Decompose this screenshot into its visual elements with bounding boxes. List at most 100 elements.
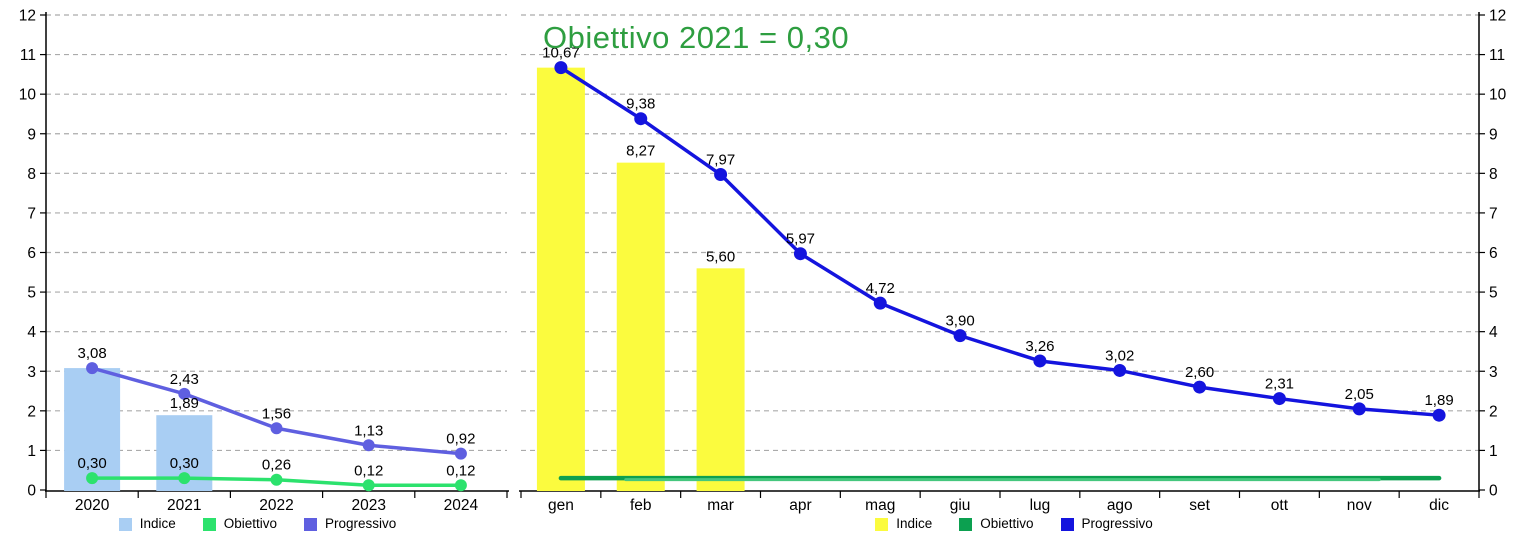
obiettivo-swatch-icon (202, 517, 216, 531)
svg-text:0,12: 0,12 (446, 462, 475, 479)
svg-text:3,02: 3,02 (1105, 347, 1134, 364)
svg-text:2022: 2022 (259, 497, 293, 514)
svg-text:ott: ott (1271, 497, 1289, 514)
line-series-progressivo (86, 362, 467, 460)
svg-text:11: 11 (1489, 47, 1505, 64)
svg-text:12: 12 (1489, 8, 1506, 25)
svg-text:6: 6 (27, 245, 36, 262)
legend-label-progressivo: Progressivo (325, 516, 397, 532)
svg-text:7: 7 (1489, 205, 1498, 222)
svg-text:0: 0 (27, 483, 36, 500)
svg-text:1,89: 1,89 (170, 395, 199, 412)
svg-text:4: 4 (1489, 324, 1498, 341)
legend-label-indice: Indice (139, 516, 176, 532)
svg-text:7: 7 (27, 205, 36, 222)
legend-label-indice: Indice (896, 516, 933, 532)
svg-text:3,26: 3,26 (1025, 338, 1054, 355)
legend-label-progressivo: Progressivo (1081, 516, 1153, 532)
svg-text:0,26: 0,26 (262, 457, 291, 474)
legend-label-obiettivo: Obiettivo (980, 516, 1034, 532)
svg-text:lug: lug (1030, 497, 1051, 514)
svg-text:2024: 2024 (444, 497, 479, 514)
svg-text:ago: ago (1107, 497, 1133, 514)
svg-text:2: 2 (1489, 403, 1498, 420)
legend-item-obiettivo[interactable]: Obiettivo (202, 516, 278, 532)
svg-text:7,97: 7,97 (706, 152, 735, 169)
svg-text:3,08: 3,08 (77, 345, 106, 362)
svg-text:nov: nov (1347, 497, 1372, 514)
svg-text:2,43: 2,43 (170, 371, 199, 388)
svg-text:3: 3 (1489, 364, 1498, 381)
svg-text:giu: giu (950, 497, 971, 514)
yearly-chart[interactable]: 0 1 2 3 4 5 6 7 8 9 10 11 12 2020 2021 2022 2023 2024 1,89… (0, 0, 515, 537)
chart-title: Obiettivo 2021 = 0,30 (543, 20, 850, 55)
svg-text:10,67: 10,67 (542, 45, 580, 62)
data-labels: 1,89 0,30 0,30 0,26 0,12 0,12 3,08 2,43 1,56 1,13… (77, 345, 475, 479)
svg-text:2,05: 2,05 (1345, 386, 1374, 403)
svg-text:9: 9 (1489, 126, 1498, 143)
svg-text:dic: dic (1429, 497, 1449, 514)
svg-text:0,12: 0,12 (354, 462, 383, 479)
monthly-chart[interactable]: 0 1 2 3 4 5 6 7 8 9 10 11 12 gen feb mar apr mag giu lug ago… (515, 0, 1513, 537)
svg-text:9: 9 (27, 126, 36, 143)
svg-text:3: 3 (27, 364, 36, 381)
obiettivo-swatch-icon (959, 517, 973, 531)
svg-text:5: 5 (27, 285, 36, 302)
svg-text:0,30: 0,30 (77, 455, 106, 472)
svg-text:feb: feb (630, 497, 652, 514)
legend-item-indice[interactable]: Indice (875, 517, 932, 531)
svg-text:apr: apr (789, 497, 811, 514)
legend-item-progressivo[interactable]: Progressivo (304, 517, 396, 531)
legend-label-obiettivo: Obiettivo (223, 516, 278, 532)
svg-text:4: 4 (27, 324, 36, 341)
legend-item-progressivo[interactable]: Progressivo (1060, 516, 1153, 532)
legend-item-obiettivo[interactable]: Obiettivo (959, 516, 1034, 532)
svg-text:set: set (1189, 497, 1210, 514)
monthly-chart-legend: Indice Obiettivo Progressivo (515, 513, 1513, 535)
svg-text:4,72: 4,72 (866, 280, 895, 297)
progressivo-swatch-icon (304, 517, 318, 531)
svg-text:2: 2 (27, 403, 36, 420)
svg-text:5: 5 (1489, 285, 1498, 302)
svg-text:0,30: 0,30 (170, 455, 199, 472)
svg-text:11: 11 (20, 47, 36, 64)
svg-text:10: 10 (1489, 87, 1507, 104)
data-labels: 8,27 5,60 10,67 9,38 7,97 5,97 4,72 3,90 3,26 3,0… (542, 45, 1454, 410)
indice-swatch-icon (118, 517, 132, 531)
svg-text:9,38: 9,38 (626, 96, 655, 113)
svg-text:1,89: 1,89 (1424, 392, 1453, 409)
svg-text:2,60: 2,60 (1185, 364, 1214, 381)
yearly-chart-legend: Indice Obiettivo Progressivo (0, 513, 515, 535)
svg-text:1: 1 (27, 443, 36, 460)
svg-text:mar: mar (707, 497, 734, 514)
svg-text:0: 0 (1489, 483, 1498, 500)
line-series-obiettivo (558, 475, 1442, 482)
svg-text:8: 8 (27, 166, 36, 183)
legend-item-indice[interactable]: Indice (118, 516, 176, 532)
svg-text:0,92: 0,92 (446, 431, 475, 448)
progressivo-swatch-icon (1060, 517, 1074, 531)
line-series-obiettivo (86, 472, 467, 492)
svg-text:2020: 2020 (75, 497, 110, 514)
line-series-progressivo (554, 61, 1446, 422)
svg-text:5,60: 5,60 (706, 248, 735, 265)
svg-text:8,27: 8,27 (626, 143, 655, 160)
svg-text:1,56: 1,56 (262, 405, 291, 422)
gridlines (46, 14, 507, 452)
svg-text:5,97: 5,97 (786, 231, 815, 248)
svg-text:10: 10 (19, 87, 37, 104)
svg-text:8: 8 (1489, 166, 1498, 183)
svg-text:2023: 2023 (351, 497, 385, 514)
svg-text:2,31: 2,31 (1265, 376, 1294, 393)
svg-text:mag: mag (865, 497, 895, 514)
gridlines (521, 14, 1479, 452)
indice-swatch-icon (875, 517, 889, 531)
svg-text:12: 12 (19, 8, 36, 25)
svg-text:1,13: 1,13 (354, 422, 383, 439)
svg-text:gen: gen (548, 497, 574, 514)
svg-text:6: 6 (1489, 245, 1498, 262)
